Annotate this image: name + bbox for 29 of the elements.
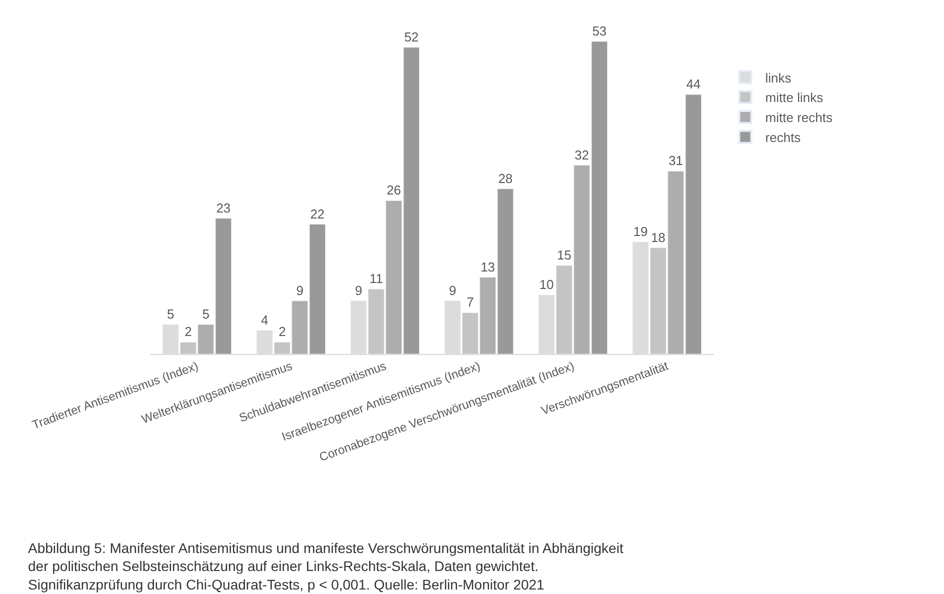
data-label: 22 bbox=[310, 206, 325, 222]
text: Abbildung 5: Manifester Antisemitismus und manifeste Verschwörungsmentalität in Abhängigkeit der politischen Selbsteinschätzung auf einer Links-Rechts-Skala, Daten gewichtet. Signifikanzprüfung durch Chi-Quadrat-Tests, p < 0,001. Quelle: Berlin-Monitor 2021 bbox=[28, 540, 624, 592]
legend-label: mitte links bbox=[765, 90, 824, 106]
data-label: 26 bbox=[386, 182, 402, 198]
legend-label: mitte rechts bbox=[765, 110, 833, 126]
data-label: 23 bbox=[216, 200, 231, 216]
data-label: 28 bbox=[498, 170, 513, 186]
data-label: 9 bbox=[448, 282, 456, 298]
legend-label: rechts bbox=[765, 130, 802, 145]
data-label: 13 bbox=[480, 259, 496, 274]
data-label: 18 bbox=[650, 230, 666, 245]
data-label: 15 bbox=[556, 248, 572, 263]
data-label: 9 bbox=[296, 282, 304, 298]
data-label: 44 bbox=[686, 76, 701, 92]
data-label: 5 bbox=[202, 306, 210, 322]
data-label: 19 bbox=[633, 224, 648, 239]
data-label: 53 bbox=[592, 23, 607, 38]
data-label: 32 bbox=[574, 147, 590, 162]
data-label: 2 bbox=[278, 324, 286, 340]
data-label: 10 bbox=[539, 277, 554, 292]
legend-label: links bbox=[765, 70, 792, 86]
data-label: 4 bbox=[260, 312, 268, 328]
data-label: 9 bbox=[354, 282, 362, 298]
data-label: 7 bbox=[466, 294, 474, 310]
data-label: 2 bbox=[184, 324, 192, 340]
data-label: 52 bbox=[404, 29, 419, 44]
data-label: 31 bbox=[668, 153, 684, 168]
data-label: 11 bbox=[369, 271, 383, 286]
data-label: 5 bbox=[166, 306, 174, 322]
